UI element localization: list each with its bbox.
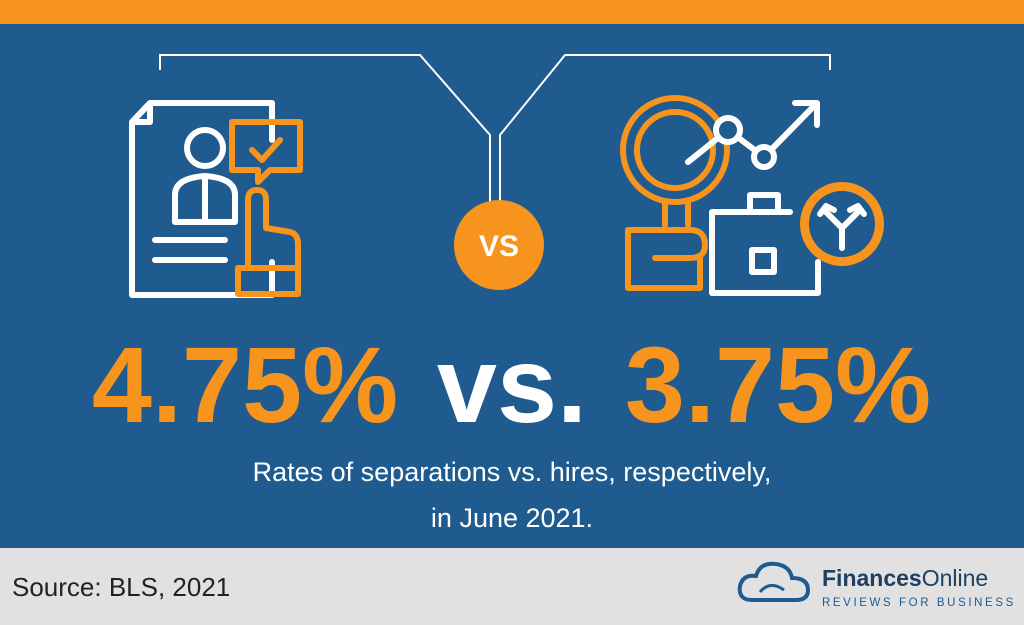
job-search-icon (620, 95, 884, 296)
brand-logo: FinancesOnline REVIEWS FOR BUSINESS (737, 561, 1016, 609)
brand-name: FinancesOnline (822, 565, 988, 591)
caption-line: in June 2021. (431, 503, 593, 533)
vs-badge (454, 200, 544, 290)
connector (159, 54, 831, 205)
caption-line: Rates of separations vs. hires, respecti… (253, 457, 772, 487)
headline-vs: vs. (437, 324, 587, 445)
left-value: 4.75% (92, 324, 398, 445)
brand-bold: Finances (822, 565, 922, 591)
top-bar (0, 0, 1024, 24)
footer-bar (0, 548, 1024, 625)
right-value: 3.75% (625, 324, 931, 445)
brand-light: Online (922, 565, 988, 591)
brand-tagline: REVIEWS FOR BUSINESS (822, 597, 1016, 609)
source: Source: BLS, 2021 (12, 572, 230, 602)
vs-badge-label: VS (479, 230, 519, 263)
resume-icon (129, 100, 303, 298)
